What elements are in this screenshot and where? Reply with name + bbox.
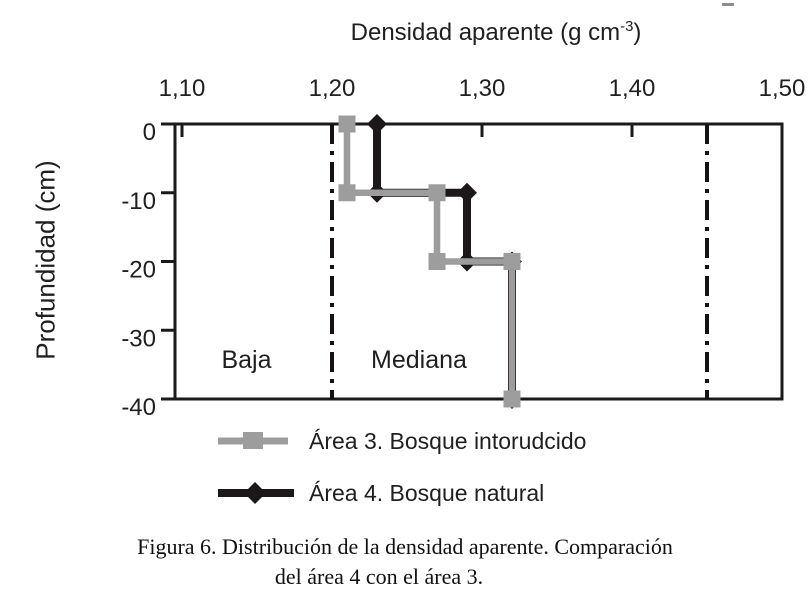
legend-item-area3: Área 3. Bosque intorudcido: [216, 428, 716, 454]
y-tick-label: -30: [121, 325, 156, 352]
legend-swatch-area4-diamond-icon: [218, 482, 294, 504]
legend-swatch-area3-square-icon: [218, 432, 288, 449]
y-tick-label: -40: [121, 394, 156, 421]
series-area3-marker: [338, 115, 356, 133]
legend-label-area3: Área 3. Bosque intorudcido: [309, 428, 587, 454]
x-tick-label: 1,30: [459, 75, 506, 102]
y-tick-label: -10: [121, 188, 156, 215]
series-area3-marker: [503, 390, 521, 408]
x-tick-label: 1,10: [159, 75, 206, 102]
x-tick-label: 1,40: [609, 75, 656, 102]
legend-label-area4: Área 4. Bosque natural: [309, 480, 545, 506]
x-axis-title-text: Densidad aparente (g cm: [350, 19, 621, 46]
x-axis-title: Densidad aparente (g cm-3): [340, 19, 652, 47]
series-area3-marker: [338, 184, 356, 202]
y-tick-label: 0: [143, 119, 156, 146]
series-area3-marker: [428, 184, 446, 202]
legend-marker-area4: [244, 482, 266, 504]
legend-item-area4: Área 4. Bosque natural: [216, 480, 716, 506]
zone-label: Mediana: [371, 346, 467, 374]
series-area3-marker: [503, 253, 521, 270]
series-area3-marker: [428, 253, 446, 270]
x-tick-label: 1,50: [759, 75, 806, 102]
scan-artifact-dash: [722, 3, 734, 6]
zone-label: Baja: [221, 346, 271, 374]
figure-caption-line2: del área 4 con el área 3.: [274, 564, 484, 589]
figure-caption-line1: Figura 6. Distribución de la densidad ap…: [137, 534, 673, 559]
series-area4-marker: [457, 182, 477, 203]
x-axis-title-superscript: -3: [620, 19, 634, 35]
series-area4-marker: [367, 114, 387, 134]
figure-caption: Figura 6. Distribución de la densidad ap…: [0, 534, 810, 590]
x-tick-label: 1,20: [309, 75, 356, 102]
legend-marker-area3: [243, 432, 263, 449]
x-axis-title-close: ): [633, 19, 642, 46]
series-area3-line: [343, 124, 516, 399]
plot-area: 1,10 1,20 1,30 1,40 1,50 0 -10 -20 -30 -40 Baja Med…: [121, 75, 806, 421]
y-tick-label: -20: [121, 257, 156, 284]
